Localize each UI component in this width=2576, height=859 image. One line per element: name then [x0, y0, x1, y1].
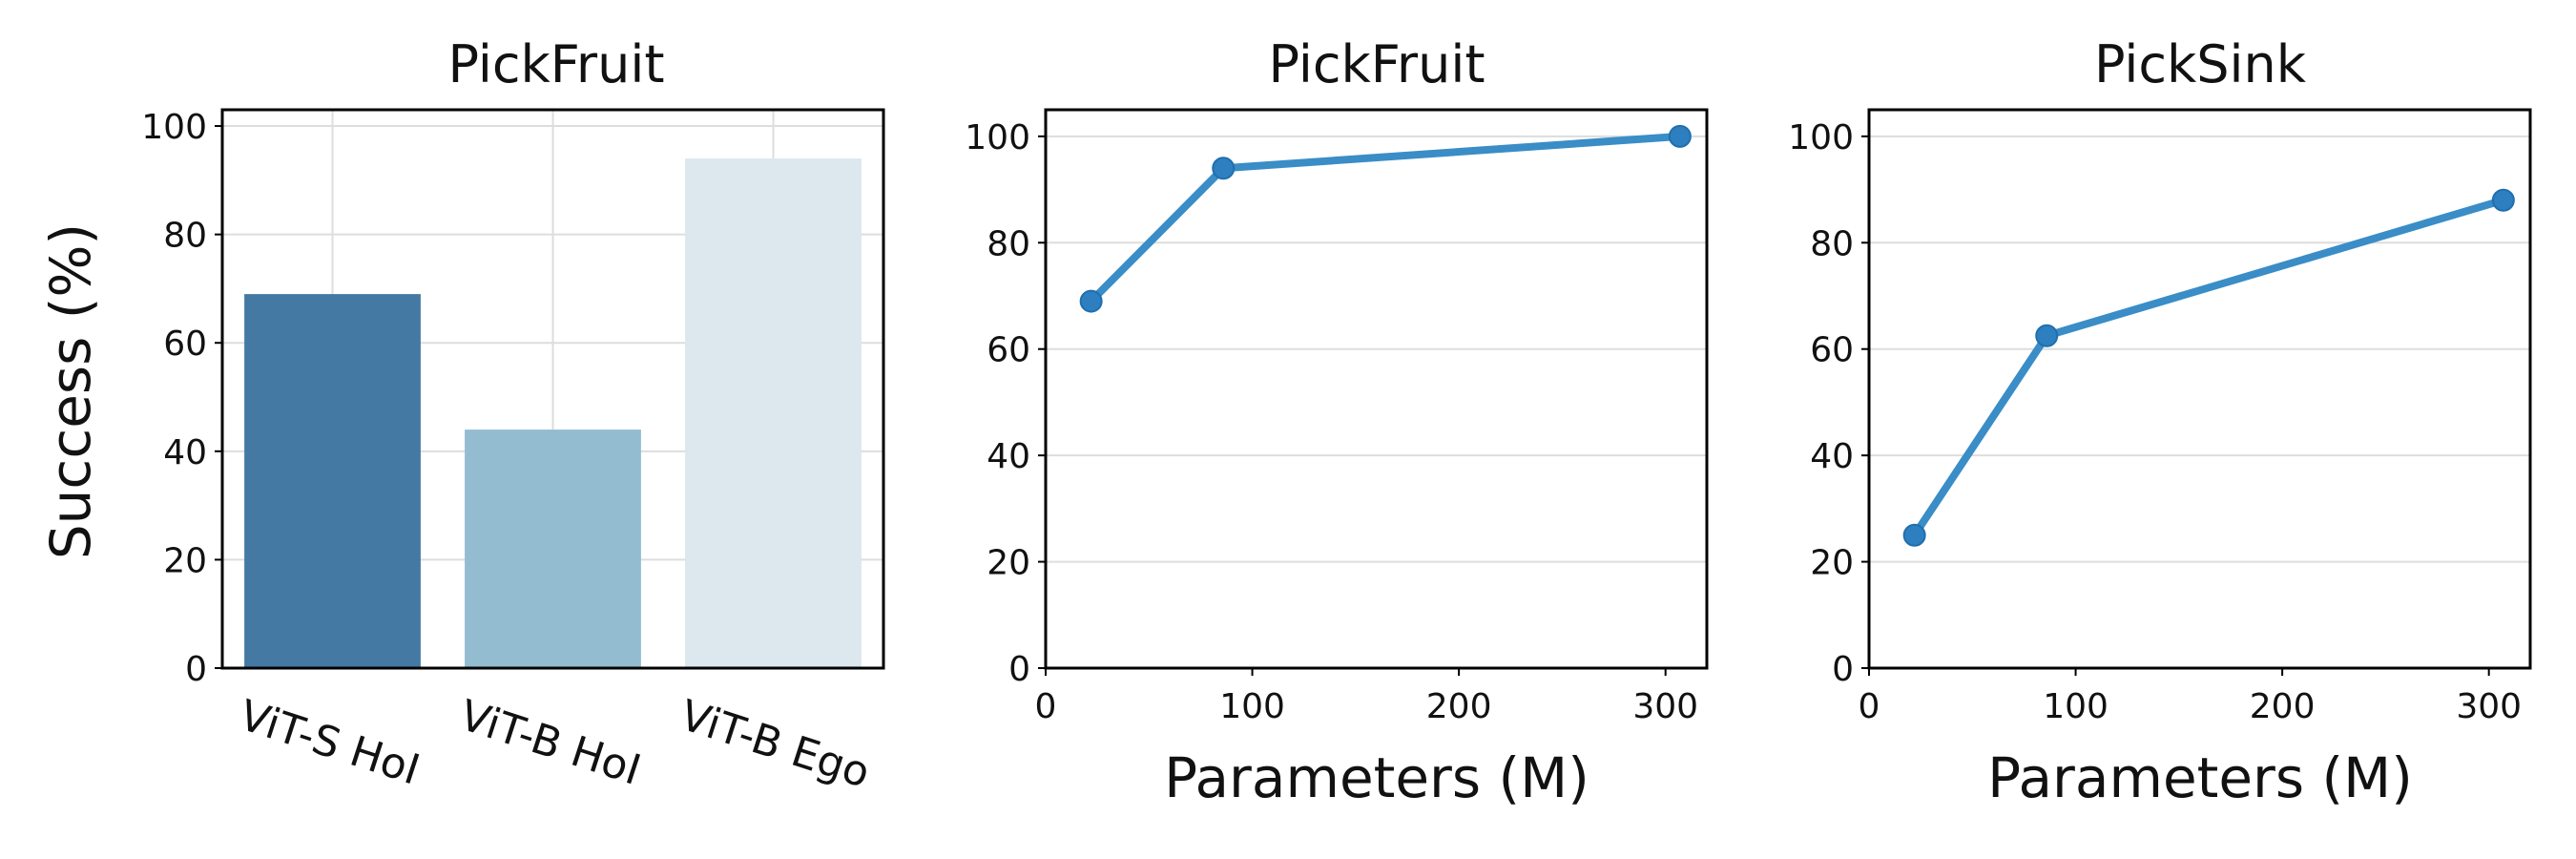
y-axis-label: Success (%) — [38, 223, 103, 559]
y-tick-label: 20 — [1810, 544, 1854, 583]
y-tick-label: 20 — [987, 544, 1030, 583]
line-series — [1902, 188, 2515, 547]
y-tick-label: 80 — [1810, 224, 1854, 263]
y-tick-label: 60 — [1810, 331, 1854, 370]
line-series — [1079, 124, 1692, 313]
y-tick-label: 100 — [141, 108, 207, 147]
x-tick-label: 100 — [1219, 687, 1285, 726]
y-tick-label: 40 — [1810, 437, 1854, 476]
x-tick-label: 0 — [1859, 687, 1880, 726]
bar — [244, 294, 421, 668]
data-point — [2491, 188, 2515, 212]
y-tick-label: 100 — [1788, 118, 1854, 157]
x-tick-label: ViT-B Ego — [675, 691, 876, 798]
plot-frame — [1044, 108, 1709, 670]
axis-ticks: 0 20 40 60 80 100 0 100 200 300 — [965, 118, 1698, 726]
chart-title: PickFruit — [447, 34, 664, 94]
bar — [685, 158, 862, 668]
plot-frame — [220, 108, 885, 670]
bar-chart-panel: PickFruit Success (%) 0 20 40 60 80 100 ViT-S … — [38, 34, 885, 798]
data-point — [1212, 157, 1236, 180]
y-tick-label: 0 — [1008, 650, 1030, 689]
y-tick-label: 60 — [163, 325, 207, 364]
line-chart-panel-picksink: PickSink Parameters (M) 0 20 40 60 80 100 0 100… — [1788, 34, 2532, 810]
y-tick-label: 0 — [185, 650, 207, 689]
x-tick-label: 100 — [2043, 687, 2109, 726]
x-axis-label: Parameters (M) — [1987, 745, 2413, 810]
x-tick-label: ViT-S HoI — [234, 691, 426, 795]
line-chart-panel-pickfruit: PickFruit Parameters (M) 0 20 40 60 80 100 0 10… — [965, 34, 1709, 810]
x-tick-label: 300 — [1632, 687, 1698, 726]
plot-frame — [1867, 108, 2532, 670]
x-tick-label: 200 — [1426, 687, 1492, 726]
y-tick-label: 100 — [965, 118, 1030, 157]
y-tick-label: 80 — [163, 217, 207, 256]
chart-title: PickFruit — [1268, 34, 1485, 94]
series-line — [1910, 196, 2507, 539]
y-tick-label: 20 — [163, 541, 207, 580]
data-point — [1079, 289, 1103, 313]
series-line — [1087, 132, 1684, 305]
y-tick-label: 40 — [987, 437, 1030, 476]
data-point — [2035, 324, 2059, 347]
y-tick-label: 40 — [163, 433, 207, 472]
grid-lines — [1046, 135, 1707, 669]
y-tick-label: 80 — [987, 224, 1030, 263]
x-tick-label: 0 — [1035, 687, 1057, 726]
bars — [244, 158, 862, 668]
data-point — [1668, 124, 1692, 148]
x-axis-label: Parameters (M) — [1164, 745, 1589, 810]
x-tick-label: 300 — [2456, 687, 2522, 726]
grid-lines — [1869, 135, 2530, 669]
x-tick-label: 200 — [2250, 687, 2316, 726]
bar — [465, 430, 641, 668]
axis-ticks: 0 20 40 60 80 100 0 100 200 300 — [1788, 118, 2522, 726]
data-point — [1902, 523, 1926, 547]
chart-title: PickSink — [2094, 34, 2307, 94]
x-tick-label: ViT-B HoI — [454, 691, 647, 795]
y-tick-label: 0 — [1832, 650, 1854, 689]
y-tick-label: 60 — [987, 331, 1030, 370]
